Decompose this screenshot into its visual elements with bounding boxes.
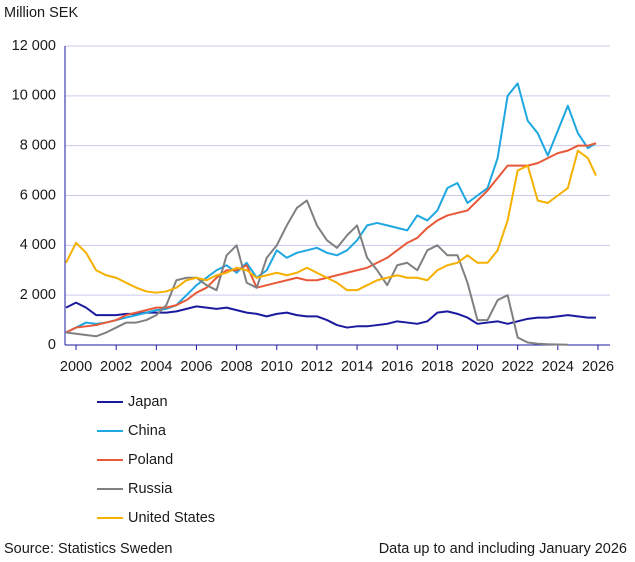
legend-label: Poland <box>128 452 173 468</box>
legend-label: Japan <box>128 394 168 410</box>
x-tick-label: 2006 <box>180 359 212 375</box>
y-tick-label: 8 000 <box>20 137 56 153</box>
x-tick-label: 2008 <box>220 359 252 375</box>
series-line <box>65 199 568 346</box>
y-tick-label: 0 <box>48 337 56 353</box>
x-tick-label: 2022 <box>502 359 534 375</box>
y-tick-label: 10 000 <box>12 88 56 104</box>
x-tick-label: 2010 <box>261 359 293 375</box>
legend-label: China <box>128 423 167 439</box>
note: Data up to and including January 2026 <box>379 541 627 557</box>
legend-label: United States <box>128 510 215 526</box>
x-tick-label: 2002 <box>100 359 132 375</box>
y-axis-label: Million SEK <box>4 5 78 21</box>
y-tick-label: 4 000 <box>20 237 56 253</box>
series-line <box>65 301 596 329</box>
y-tick-label: 2 000 <box>20 287 56 303</box>
x-tick-label: 2004 <box>140 359 172 375</box>
x-tick-label: 2000 <box>60 359 92 375</box>
legend-label: Russia <box>128 481 173 497</box>
series-line <box>65 149 597 294</box>
x-tick-label: 2020 <box>461 359 493 375</box>
y-tick-label: 12 000 <box>12 38 56 54</box>
x-tick-label: 2026 <box>582 359 614 375</box>
x-tick-label: 2012 <box>301 359 333 375</box>
y-tick-label: 6 000 <box>20 187 56 203</box>
x-tick-label: 2018 <box>421 359 453 375</box>
x-tick-label: 2016 <box>381 359 413 375</box>
x-tick-label: 2014 <box>341 359 373 375</box>
source: Source: Statistics Sweden <box>4 541 172 557</box>
series-line <box>65 82 597 334</box>
series-line <box>65 142 597 334</box>
x-tick-label: 2024 <box>542 359 574 375</box>
